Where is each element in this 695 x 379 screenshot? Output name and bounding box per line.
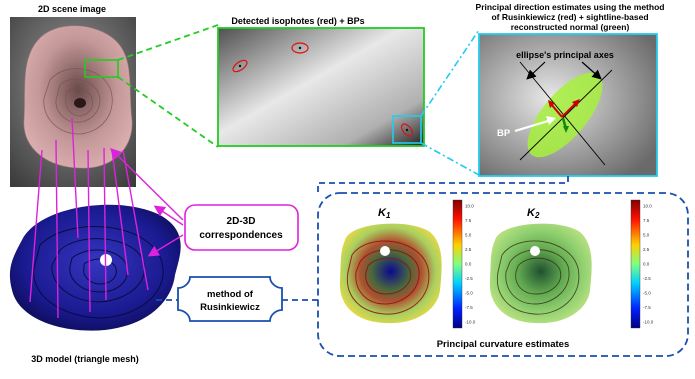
k1-curvature-map [339, 223, 442, 324]
colorbar-tick-label: -10.0 [465, 320, 476, 325]
curvature-caption: Principal curvature estimates [437, 339, 570, 350]
svg-text:reconstructed normal (green): reconstructed normal (green) [511, 22, 630, 32]
colorbar-tick-label: -5.0 [465, 291, 473, 296]
colorbar-tick-label: 5.0 [643, 233, 650, 238]
k1-point-marker [380, 246, 390, 256]
colorbar-tick-label: -2.5 [643, 276, 651, 281]
scene-image-title: 2D scene image [38, 4, 106, 14]
svg-text:of Rusinkiewicz (red) + sightl: of Rusinkiewicz (red) + sightline-based [491, 12, 648, 22]
mesh-3d-title: 3D model (triangle mesh) [31, 354, 139, 364]
colorbar-tick-label: -10.0 [643, 320, 654, 325]
k1-label: K1 [378, 207, 391, 220]
colorbar-tick-label: -7.5 [643, 305, 651, 310]
principal-direction-arrow [550, 103, 563, 118]
curvature-connector [317, 176, 569, 193]
principal-direction-image: ellipse's principal axes BP [478, 33, 658, 177]
correspondence-pointer [153, 205, 184, 226]
svg-text:Principal direction estimates: Principal direction estimates using the … [476, 2, 665, 12]
principal-direction-title: Principal direction estimates using the … [476, 2, 665, 32]
bp-point [298, 46, 302, 50]
bp-point [238, 64, 242, 68]
k1-colorbar-ticks: 10.0 7.5 5.0 2.5 0.0 -2.5 -5.0 -7.5 -10.0 [465, 204, 476, 325]
colorbar-tick-label: 7.5 [465, 218, 472, 223]
colorbar-tick-label: 2.5 [643, 247, 650, 252]
isophotes-image [217, 27, 425, 147]
bp-point [405, 128, 409, 132]
correspondence-pointer [147, 234, 184, 257]
k2-colorbar-ticks: 10.0 7.5 5.0 2.5 0.0 -2.5 -5.0 -7.5 -10.0 [643, 204, 654, 325]
isophotes-title: Detected isophotes (red) + BPs [231, 16, 364, 26]
scene-image [10, 17, 136, 187]
method-label-box: method of Rusinkiewicz [177, 276, 283, 322]
svg-text:method of: method of [207, 289, 254, 300]
k2-point-marker [530, 246, 540, 256]
scene-zoom-box [84, 59, 119, 78]
colorbar-tick-label: 0.0 [465, 262, 472, 267]
k2-label: K2 [527, 207, 540, 220]
k1-colorbar [452, 199, 463, 329]
correspondence-pointer [110, 148, 184, 221]
cyan-connector-bottom [420, 142, 480, 176]
k2-curvature-map [489, 223, 592, 324]
svg-text:correspondences: correspondences [199, 230, 283, 241]
correspondences-label-box: 2D-3D correspondences [184, 204, 299, 251]
correspondence-lines [29, 117, 149, 319]
ellipse-axes-label: ellipse's principal axes [516, 50, 614, 60]
colorbar-tick-label: 10.0 [465, 204, 474, 209]
iso-zoom-box [392, 115, 422, 144]
zoom-connector-bottom [117, 76, 219, 148]
svg-text:2D-3D: 2D-3D [227, 216, 256, 227]
colorbar-tick-label: -5.0 [643, 291, 651, 296]
principal-direction-arrow [561, 102, 577, 118]
svg-text:Rusinkiewicz: Rusinkiewicz [200, 302, 260, 313]
isophote-ellipse [291, 42, 309, 54]
cyan-connector-top [420, 29, 480, 117]
colorbar-tick-label: -2.5 [465, 276, 473, 281]
isophote-ellipse [232, 59, 248, 73]
colorbar-tick-label: -7.5 [465, 305, 473, 310]
k2-colorbar [630, 199, 641, 329]
isophote-ellipse [400, 123, 414, 137]
colorbar-tick-label: 2.5 [465, 247, 472, 252]
zoom-connector-top [117, 24, 219, 61]
colorbar-tick-label: 10.0 [643, 204, 652, 209]
curvature-panel: Principal curvature estimates K1 10.0 7.5… [317, 192, 689, 357]
principal-axis-minor [519, 69, 613, 161]
colorbar-tick-label: 5.0 [465, 233, 472, 238]
colorbar-tick-label: 7.5 [643, 218, 650, 223]
colorbar-tick-label: 0.0 [643, 262, 650, 267]
bp-label: BP [497, 128, 511, 139]
